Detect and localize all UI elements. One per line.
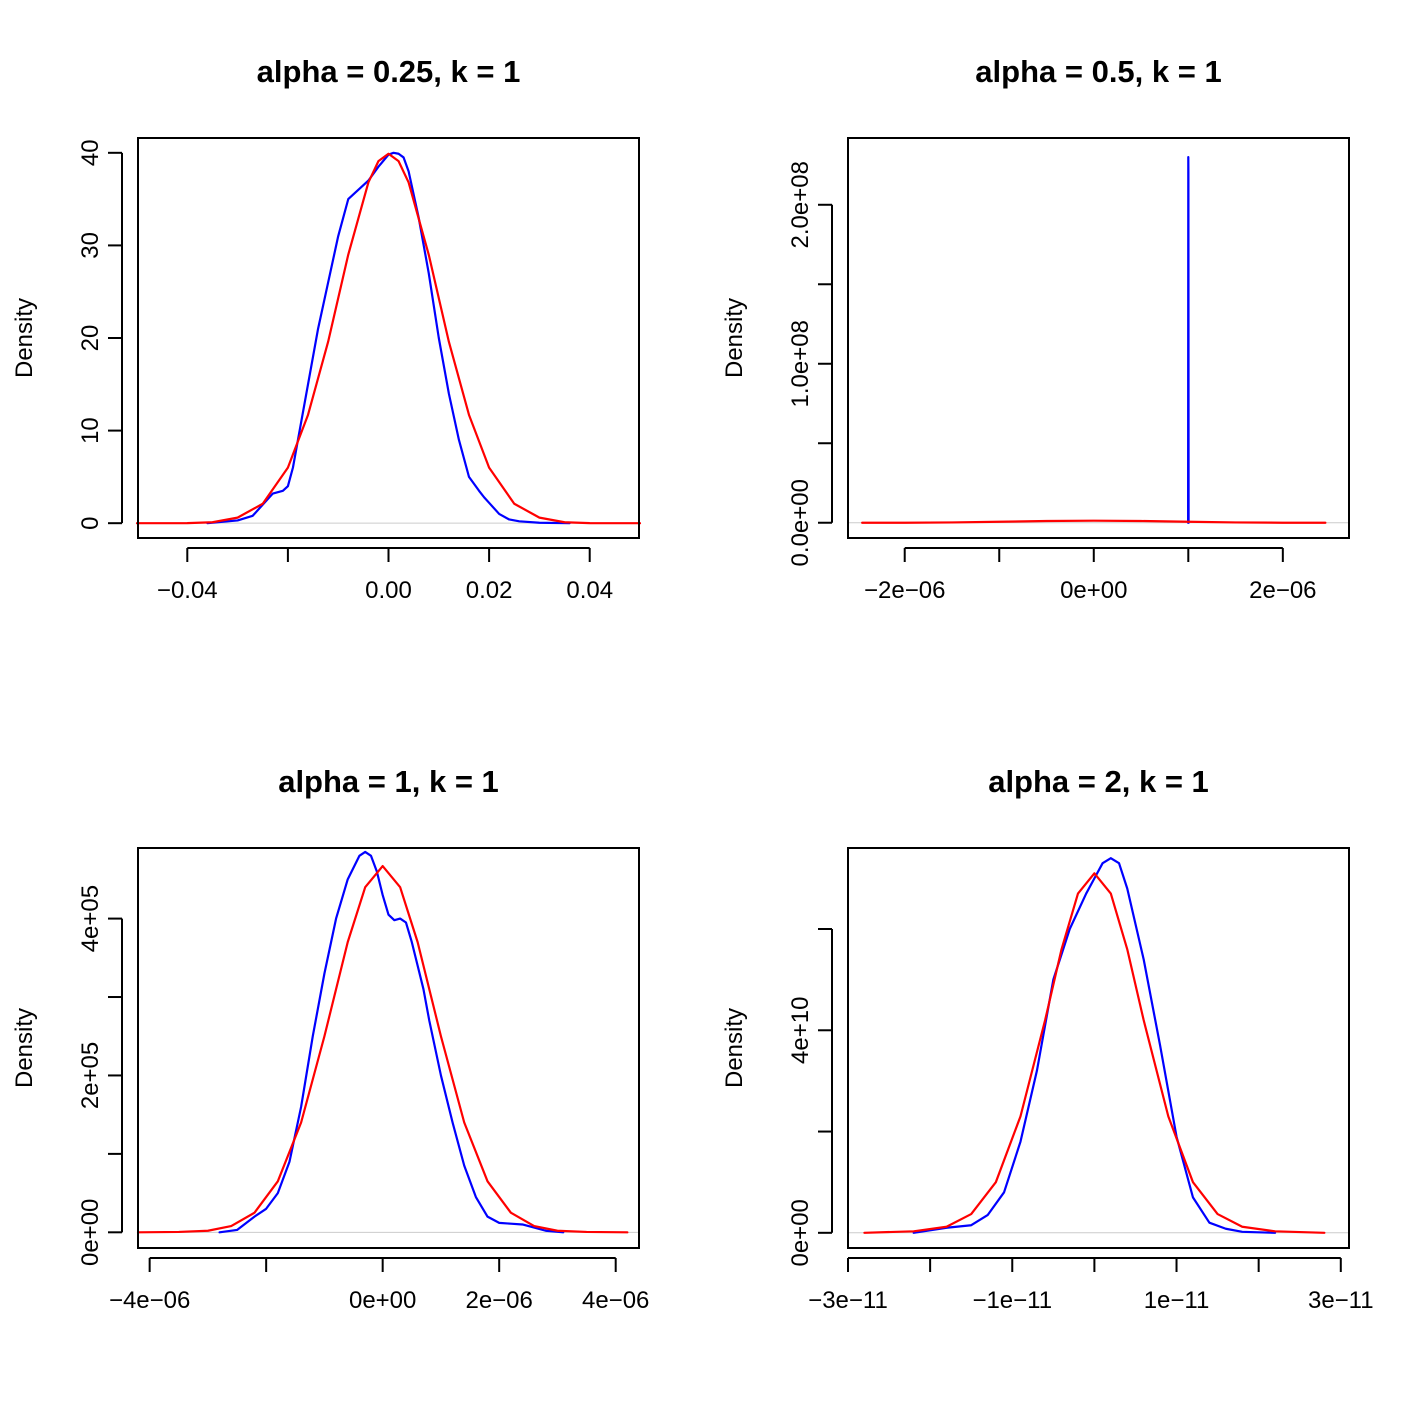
x-tick-label: 3e−11 [1308, 1287, 1374, 1314]
plot-frame [137, 847, 640, 1249]
y-tick-label: 0.0e+00 [787, 479, 814, 566]
panel-title: alpha = 1, k = 1 [278, 764, 499, 799]
plot-frame [137, 137, 640, 539]
x-tick-label: 0e+00 [1060, 577, 1127, 604]
y-tick-label: 4e+05 [77, 885, 104, 952]
x-tick-label: −3e−11 [808, 1287, 888, 1314]
y-tick-label: 20 [77, 325, 104, 352]
panel-title: alpha = 2, k = 1 [988, 764, 1209, 799]
x-tick-label: 1e−11 [1144, 1287, 1210, 1314]
density-panel: alpha = 0.5, k = 1 Density −2e−06 0e+00 2e−0… [721, 54, 1350, 604]
y-tick-label: 2e+05 [77, 1042, 104, 1109]
empirical-density-line [218, 850, 565, 1234]
plot-frame [847, 137, 1350, 539]
theoretical-density-line [861, 519, 1327, 524]
y-tick-label: 0 [77, 517, 104, 530]
x-tick-label: −1e−11 [972, 1287, 1052, 1314]
y-tick-label: 0e+00 [787, 1199, 814, 1266]
y-tick-label: 10 [77, 417, 104, 444]
panel-title: alpha = 0.25, k = 1 [257, 54, 521, 89]
x-tick-label: 0.04 [566, 577, 613, 604]
density-panel: alpha = 2, k = 1 Density −3e−11 −1e−11 1e−11… [721, 764, 1374, 1314]
x-tick-label: −4e−06 [109, 1287, 190, 1314]
y-tick-label: 30 [77, 232, 104, 259]
x-tick-label: 0.02 [466, 577, 513, 604]
x-tick-label: −2e−06 [864, 577, 945, 604]
y-axis-label: Density [11, 1008, 38, 1088]
plot-frame [847, 847, 1350, 1249]
y-tick-label: 40 [77, 139, 104, 166]
y-axis-label: Density [721, 1008, 748, 1088]
x-tick-label: 4e−06 [582, 1287, 649, 1314]
y-tick-label: 1.0e+08 [787, 320, 814, 407]
theoretical-density-line [863, 872, 1326, 1234]
x-tick-label: 0e+00 [349, 1287, 416, 1314]
y-tick-label: 2.0e+08 [787, 161, 814, 248]
y-axis-label: Density [721, 298, 748, 378]
y-tick-label: 4e+10 [787, 997, 814, 1064]
x-tick-label: 0.00 [365, 577, 412, 604]
theoretical-density-line [136, 864, 629, 1234]
empirical-density-line [206, 151, 571, 525]
empirical-density-line [912, 857, 1277, 1234]
x-tick-label: 2e−06 [465, 1287, 532, 1314]
x-tick-label: 2e−06 [1249, 577, 1316, 604]
panel-title: alpha = 0.5, k = 1 [975, 54, 1221, 89]
density-panel: alpha = 0.25, k = 1 Density −0.04 0.00 0.02 0… [11, 54, 642, 604]
y-axis-label: Density [11, 298, 38, 378]
y-tick-label: 0e+00 [77, 1199, 104, 1266]
theoretical-density-line [135, 152, 642, 525]
x-tick-label: −0.04 [157, 577, 218, 604]
